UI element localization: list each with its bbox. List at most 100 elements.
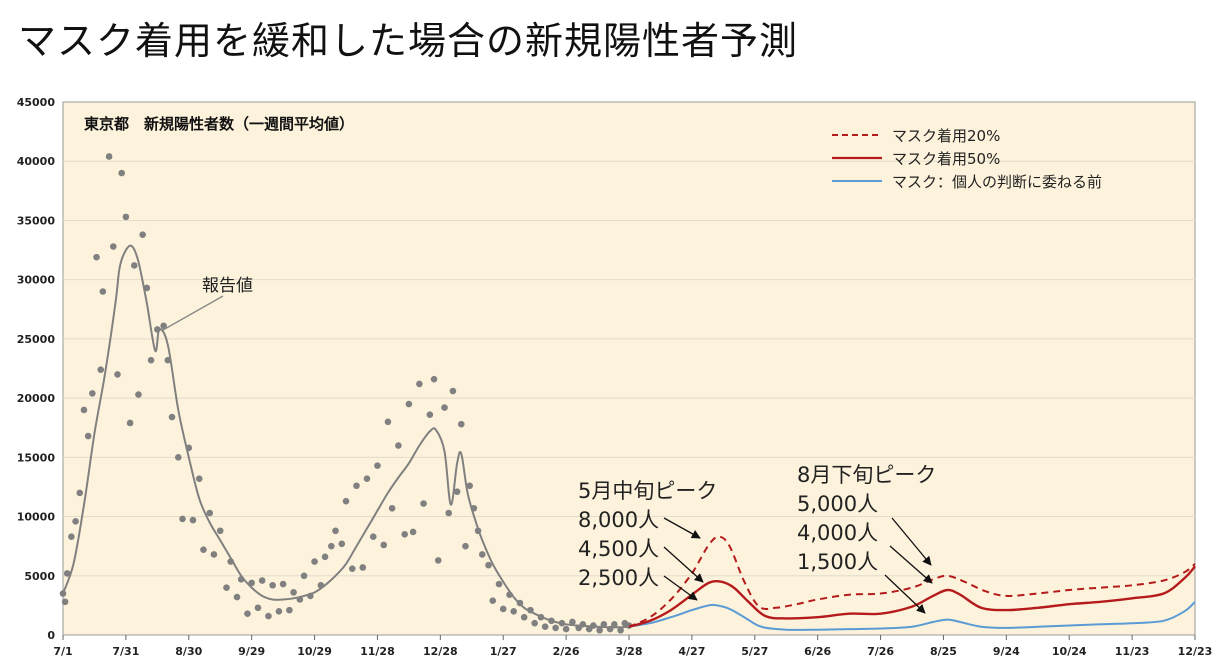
reported-point xyxy=(110,243,117,250)
x-tick-label: 12/28 xyxy=(423,645,458,658)
x-tick-label: 10/29 xyxy=(297,645,332,658)
x-tick-label: 8/25 xyxy=(930,645,957,658)
y-tick-label: 5000 xyxy=(24,570,55,583)
x-tick-label: 3/28 xyxy=(616,645,643,658)
reported-point xyxy=(174,454,182,461)
reported-point xyxy=(520,613,528,621)
reported-point xyxy=(61,598,69,606)
reported-point xyxy=(462,542,469,550)
series-line-baseline xyxy=(628,601,1196,631)
reported-point xyxy=(457,420,465,428)
arrow-may-mask50 xyxy=(663,546,704,583)
reported-point xyxy=(80,406,88,414)
y-tick-label: 20000 xyxy=(17,392,56,405)
legend-label-mask20: マスク着用20% xyxy=(892,127,1000,145)
legend-label-baseline: マスク：個人の判断に委ねる前 xyxy=(892,173,1102,191)
reported-point xyxy=(363,475,371,482)
legend: マスク着用20% マスク着用50% マスク：個人の判断に委ねる前 xyxy=(832,127,1102,191)
arrow-may-baseline xyxy=(663,575,698,601)
reported-point xyxy=(441,404,448,411)
reported-point xyxy=(321,553,329,561)
reported-point xyxy=(206,509,214,517)
reported-label: 報告値 xyxy=(202,276,253,296)
reported-point xyxy=(147,356,155,364)
y-tick-label: 30000 xyxy=(17,274,56,287)
x-tick-label: 5/27 xyxy=(741,645,768,658)
reported-point xyxy=(269,581,276,589)
reported-point xyxy=(195,475,203,482)
reported-point xyxy=(122,213,130,221)
series-line-mask20 xyxy=(628,535,1196,628)
annotation-may-mask20: 8,000人 xyxy=(578,508,659,532)
reported-point xyxy=(426,411,434,418)
reported-point xyxy=(258,577,266,584)
reported-point xyxy=(569,618,576,626)
reported-point xyxy=(489,597,497,604)
reported-point xyxy=(499,605,507,613)
reported-point xyxy=(311,558,318,565)
y-tick-label: 10000 xyxy=(17,511,56,524)
x-axis: 7/1 7/31 8/30 9/29 10/29 11/28 12/28 1/27 2/26 3/… xyxy=(53,635,1212,658)
reported-point xyxy=(405,400,413,408)
reported-point xyxy=(510,608,518,615)
reported-point xyxy=(466,482,473,490)
reported-point xyxy=(97,366,105,373)
annotation-aug-title: 8月下旬ピーク xyxy=(797,463,936,487)
reported-point xyxy=(254,604,262,612)
reported-leader-line xyxy=(162,295,224,331)
y-tick-label: 0 xyxy=(47,629,55,642)
reported-point xyxy=(179,515,186,523)
reported-point xyxy=(130,262,138,269)
reported-point xyxy=(63,570,71,577)
grid xyxy=(63,160,1195,577)
reported-point xyxy=(338,540,346,548)
reported-point xyxy=(445,509,453,517)
reported-point xyxy=(139,231,146,238)
reported-point xyxy=(430,375,438,383)
annotation-aug: 8月下旬ピーク 5,000人 4,000人 1,500人 xyxy=(797,463,936,614)
reported-point xyxy=(105,153,113,160)
reported-point xyxy=(449,387,457,395)
y-tick-label: 45000 xyxy=(17,96,56,109)
annotation-aug-baseline: 1,500人 xyxy=(797,550,878,574)
y-tick-label: 15000 xyxy=(17,451,56,464)
reported-line xyxy=(62,244,630,629)
reported-point xyxy=(495,580,503,588)
x-tick-label: 1/27 xyxy=(490,645,517,658)
reported-point xyxy=(384,418,392,426)
reported-point xyxy=(401,531,408,538)
annotation-aug-mask20: 5,000人 xyxy=(797,492,878,516)
reported-point xyxy=(478,551,486,558)
x-tick-label: 11/23 xyxy=(1115,645,1150,658)
reported-point xyxy=(359,564,367,571)
reported-point xyxy=(388,504,396,512)
reported-point xyxy=(374,462,381,469)
x-tick-label: 4/27 xyxy=(678,645,705,658)
reported-point xyxy=(348,565,356,572)
x-tick-label: 8/30 xyxy=(175,645,202,658)
x-tick-label: 2/26 xyxy=(553,645,580,658)
reported-point xyxy=(99,288,107,295)
arrow-may-mask20 xyxy=(663,517,701,539)
reported-point xyxy=(416,380,423,388)
chart-marks xyxy=(59,153,1196,634)
reported-point xyxy=(84,432,92,440)
reported-point xyxy=(611,621,618,628)
arrow-aug-mask50 xyxy=(889,545,933,584)
reported-point xyxy=(420,500,427,507)
reported-point xyxy=(200,546,207,554)
reported-point xyxy=(223,584,230,591)
reported-point xyxy=(160,322,167,330)
reported-point xyxy=(210,551,218,558)
annotation-may: 5月中旬ピーク 8,000人 4,500人 2,500人 xyxy=(578,479,717,601)
reported-point xyxy=(380,541,388,549)
reported-point xyxy=(279,580,287,588)
arrow-aug-mask20 xyxy=(891,517,932,566)
plot-background xyxy=(62,101,1196,636)
annotation-may-baseline: 2,500人 xyxy=(578,566,659,590)
reported-point xyxy=(453,488,461,495)
y-tick-label: 35000 xyxy=(17,214,56,227)
reported-point xyxy=(617,626,624,634)
x-tick-label: 11/28 xyxy=(360,645,395,658)
reported-point xyxy=(531,619,538,627)
